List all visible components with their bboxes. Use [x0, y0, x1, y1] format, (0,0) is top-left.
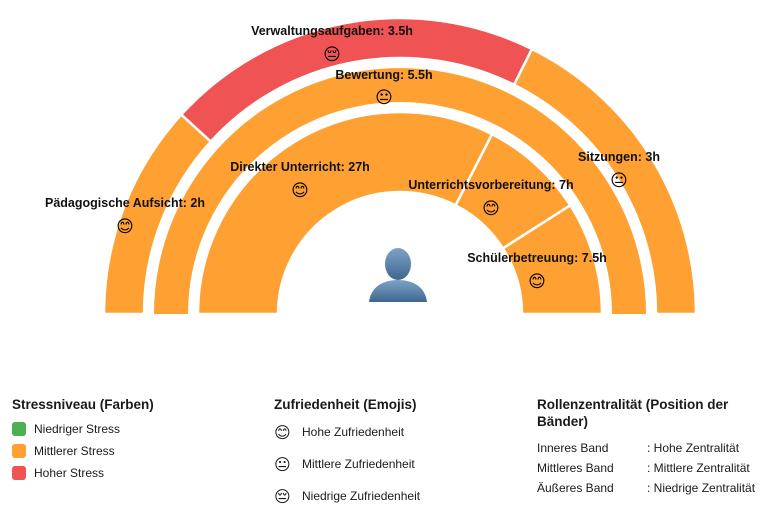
person-silhouette-icon: [369, 248, 427, 302]
satisfaction-legend-item: 😔 Niedrige Zufriedenheit: [274, 485, 514, 507]
centrality-legend-row: Äußeres Band : Niedrige Zentralität: [537, 478, 773, 498]
segment-label: Bewertung: 5.5h: [335, 68, 432, 82]
stress-legend-label: Mittlerer Stress: [34, 444, 115, 458]
stress-legend-item: Mittlerer Stress: [12, 443, 252, 459]
satisfaction-legend-label: Mittlere Zufriedenheit: [302, 457, 415, 471]
satisfaction-legend: Zufriedenheit (Emojis) 😊 Hohe Zufriedenh…: [274, 396, 514, 517]
band-name: Äußeres Band: [537, 481, 614, 495]
segment-label: Schülerbetreuung: 7.5h: [467, 251, 607, 265]
satisfaction-legend-label: Niedrige Zufriedenheit: [302, 489, 421, 503]
satisfaction-legend-item: 😐 Mittlere Zufriedenheit: [274, 453, 514, 475]
band-segment-outer: [512, 47, 698, 316]
band-segment-middle: [154, 68, 646, 314]
smiling-face-icon: 😊: [274, 422, 291, 442]
satisfaction-legend-item: 😊 Hohe Zufriedenheit: [274, 421, 514, 443]
satisfaction-emoji-icon: 😐: [375, 88, 393, 108]
band-name: Mittleres Band: [537, 461, 614, 475]
band-meaning: : Hohe Zentralität: [647, 441, 740, 455]
stress-legend-item: Niedriger Stress: [12, 421, 252, 437]
satisfaction-emoji-icon: 😊: [528, 272, 546, 292]
stress-legend-item: Hoher Stress: [12, 465, 252, 481]
role-band-chart: Direkter Unterricht: 27h 😊 Unterrichtsvorb…: [45, 16, 698, 316]
orange-swatch-icon: [12, 444, 26, 458]
green-swatch-icon: [12, 422, 26, 436]
satisfaction-emoji-icon: 😊: [482, 199, 500, 219]
stress-legend: Stressniveau (Farben) Niedriger Stress M…: [12, 396, 252, 487]
band-meaning: : Niedrige Zentralität: [647, 481, 756, 495]
stress-legend-label: Hoher Stress: [34, 466, 105, 480]
satisfaction-emoji-icon: 😔: [323, 45, 341, 65]
segment-label: Verwaltungsaufgaben: 3.5h: [251, 24, 413, 38]
centrality-legend-row: Inneres Band : Hohe Zentralität: [537, 438, 773, 458]
centrality-legend-row: Mittleres Band : Mittlere Zentralität: [537, 458, 773, 478]
band-name: Inneres Band: [537, 441, 609, 455]
stress-legend-title: Stressniveau (Farben): [12, 397, 154, 412]
band-meaning: : Mittlere Zentralität: [647, 461, 750, 475]
centrality-legend-title: Rollenzentralität (Position der Bänder): [537, 397, 729, 429]
red-swatch-icon: [12, 466, 26, 480]
satisfaction-legend-label: Hohe Zufriedenheit: [302, 425, 405, 439]
band-segment-inner: [196, 110, 494, 316]
segment-label: Pädagogische Aufsicht: 2h: [45, 196, 205, 210]
satisfaction-legend-title: Zufriedenheit (Emojis): [274, 397, 417, 412]
satisfaction-emoji-icon: 😊: [291, 181, 309, 201]
pensive-face-icon: 😔: [274, 486, 291, 506]
satisfaction-emoji-icon: 😊: [116, 217, 134, 237]
segment-label: Unterrichtsvorbereitung: 7h: [408, 178, 573, 192]
segment-label: Direkter Unterricht: 27h: [230, 160, 370, 174]
satisfaction-emoji-icon: 😐: [610, 171, 628, 191]
neutral-face-icon: 😐: [274, 454, 291, 474]
stress-legend-label: Niedriger Stress: [34, 422, 121, 436]
band-segment-inner: [501, 203, 604, 316]
centrality-legend: Rollenzentralität (Position der Bänder) …: [537, 396, 773, 498]
segment-label: Sitzungen: 3h: [578, 150, 660, 164]
